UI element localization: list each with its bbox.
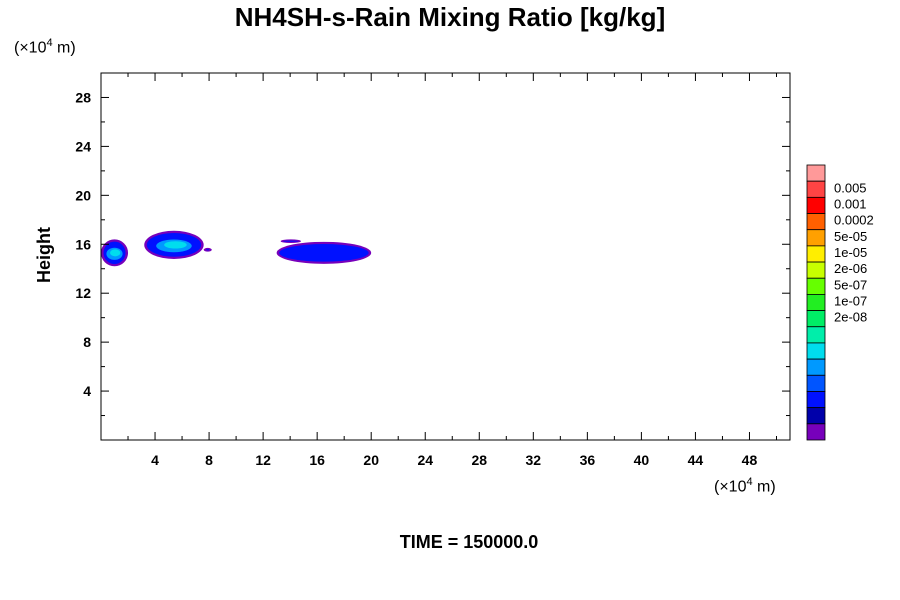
x-tick-label: 40 xyxy=(634,452,650,468)
colorbar-swatch xyxy=(806,164,826,182)
x-tick-label: 16 xyxy=(309,452,325,468)
colorbar-swatch xyxy=(806,374,826,392)
colorbar-swatch xyxy=(806,294,826,311)
plot-border xyxy=(100,72,791,441)
colorbar-label: 1e-05 xyxy=(834,245,867,260)
y-tick-label: 8 xyxy=(83,334,91,350)
y-tick-label: 24 xyxy=(75,138,91,154)
contour-region-core xyxy=(110,249,121,257)
x-tick-label: 32 xyxy=(526,452,542,468)
colorbar-swatch xyxy=(806,342,826,360)
contour-region-core xyxy=(164,241,187,249)
time-label: TIME = 150000.0 xyxy=(399,532,539,552)
y-axis-unit: (×104 m) xyxy=(14,37,76,57)
colorbar-swatch xyxy=(806,229,826,247)
x-tick-label: 48 xyxy=(742,452,758,468)
colorbar-swatch xyxy=(806,245,826,263)
x-axis-unit: (×104 m) xyxy=(714,476,776,496)
chart-title: NH4SH-s-Rain Mixing Ratio [kg/kg] xyxy=(234,2,666,32)
x-tick-label: 28 xyxy=(471,452,487,468)
contour-region-mid xyxy=(279,244,369,262)
colorbar-label: 5e-07 xyxy=(834,277,867,292)
x-tick-label: 36 xyxy=(580,452,596,468)
colorbar-label: 2e-08 xyxy=(834,310,867,325)
colorbar-label: 0.005 xyxy=(834,180,867,195)
y-tick-label: 4 xyxy=(83,383,91,399)
y-tick-label: 12 xyxy=(75,285,91,301)
colorbar-swatch xyxy=(806,180,826,198)
x-tick-label: 8 xyxy=(205,452,213,468)
y-tick-label: 20 xyxy=(75,187,91,203)
contour-region-mid xyxy=(283,240,299,242)
colorbar-swatch xyxy=(806,213,826,231)
colorbar-swatch xyxy=(806,391,826,409)
colorbar-swatch xyxy=(806,358,826,376)
y-tick-label: 16 xyxy=(75,236,91,252)
colorbar-label: 2e-06 xyxy=(834,261,867,276)
colorbar-label: 0.001 xyxy=(834,196,867,211)
colorbar-swatch xyxy=(806,261,826,279)
colorbar-label: 5e-05 xyxy=(834,229,867,244)
colorbar-swatch xyxy=(806,196,826,214)
colorbar-label: 0.0002 xyxy=(834,213,874,228)
colorbar-label: 1e-07 xyxy=(834,294,867,309)
colorbar-swatch xyxy=(806,326,826,344)
plot-area xyxy=(101,73,790,440)
colorbar-swatch xyxy=(806,310,826,328)
y-tick-label: 28 xyxy=(75,89,91,105)
x-tick-label: 24 xyxy=(417,452,433,468)
colorbar-swatch xyxy=(806,407,826,425)
contour-region-mid xyxy=(206,249,210,251)
x-tick-label: 44 xyxy=(688,452,704,468)
colorbar-swatch xyxy=(806,423,826,441)
x-tick-label: 12 xyxy=(255,452,271,468)
x-tick-label: 20 xyxy=(363,452,379,468)
x-tick-label: 4 xyxy=(151,452,159,468)
colorbar-swatch xyxy=(806,277,826,295)
